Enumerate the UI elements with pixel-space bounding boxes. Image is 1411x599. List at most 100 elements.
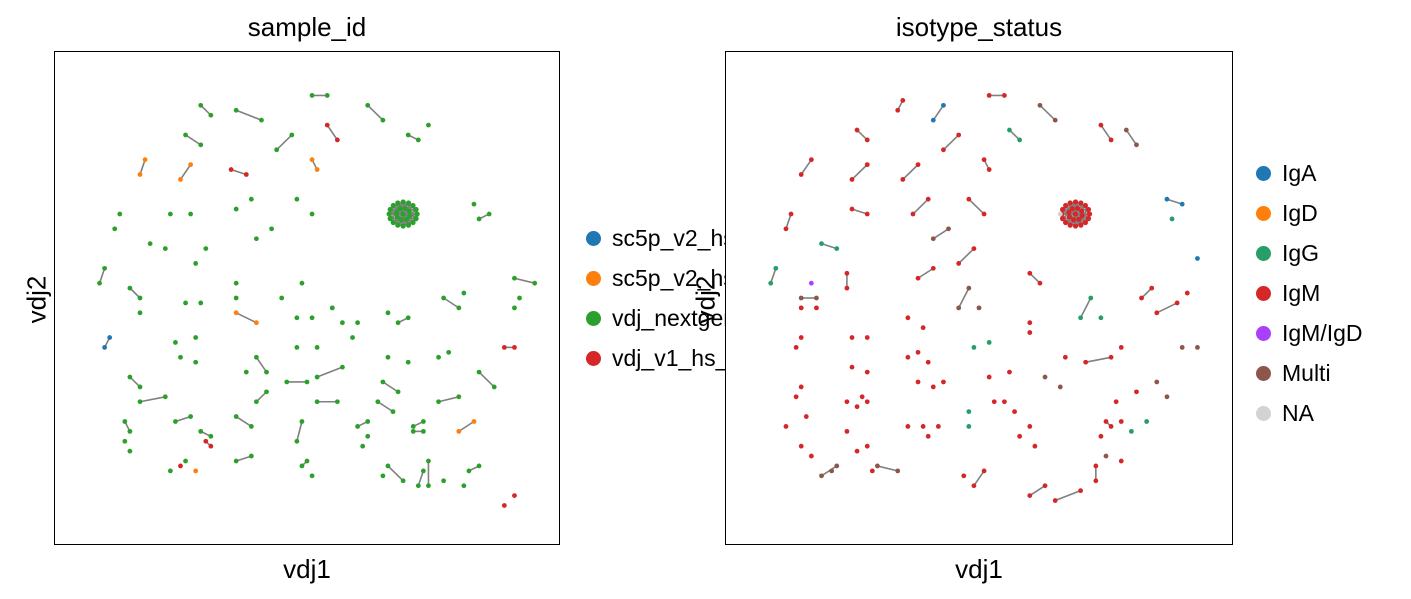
- clone-edge: [438, 396, 459, 403]
- data-point: [385, 463, 391, 469]
- data-point: [304, 379, 310, 385]
- data-point: [1149, 285, 1155, 291]
- data-point: [299, 463, 305, 469]
- legend-isotype-item: IgM: [1256, 280, 1320, 307]
- data-point: [162, 394, 168, 400]
- data-point: [188, 211, 194, 217]
- data-point: [849, 335, 855, 340]
- data-point: [941, 102, 946, 108]
- clone-edge: [1100, 124, 1112, 141]
- data-point: [1027, 493, 1033, 498]
- data-point: [102, 265, 107, 271]
- data-point: [309, 473, 315, 479]
- data-point: [905, 354, 911, 360]
- clone-edge: [255, 356, 268, 373]
- data-point: [420, 419, 426, 424]
- data-point: [1098, 433, 1104, 439]
- data-point: [264, 389, 269, 395]
- data-point: [814, 305, 819, 311]
- data-point: [173, 419, 178, 424]
- data-point: [1123, 127, 1129, 133]
- data-point: [1052, 498, 1058, 503]
- data-point: [1002, 93, 1007, 98]
- cluster-point: [400, 211, 406, 217]
- data-point: [471, 419, 477, 424]
- data-point: [808, 157, 814, 163]
- data-point: [986, 167, 992, 172]
- data-point: [274, 147, 280, 153]
- data-point: [410, 428, 416, 434]
- clone-edge: [958, 248, 975, 264]
- data-point: [1057, 211, 1063, 217]
- cluster-point: [395, 200, 401, 206]
- data-point: [900, 177, 906, 182]
- cluster-edge: [400, 205, 414, 221]
- legend-sample-id-item: sc5p_v2_hs_PBMC_1k: [586, 265, 726, 292]
- cluster-point: [386, 211, 392, 217]
- data-point: [991, 399, 997, 405]
- panel-title-sample-id: sample_id: [247, 12, 367, 42]
- data-point: [426, 483, 431, 489]
- clone-edge: [902, 164, 919, 181]
- data-point: [436, 354, 441, 360]
- clone-edge: [957, 287, 970, 309]
- data-point: [324, 93, 330, 98]
- data-point: [1002, 399, 1007, 405]
- data-point: [773, 265, 779, 271]
- cluster-edge: [1061, 201, 1076, 215]
- clone-edge: [968, 198, 985, 215]
- data-point: [243, 172, 249, 177]
- data-point: [981, 157, 987, 163]
- data-point: [137, 384, 143, 390]
- clone-edge: [296, 421, 303, 442]
- data-point: [1108, 424, 1114, 429]
- clone-edge: [1029, 485, 1046, 497]
- data-point: [314, 374, 320, 380]
- cluster-point: [398, 217, 404, 223]
- data-point: [228, 167, 234, 172]
- legend-label: Multi: [1282, 360, 1331, 386]
- legend-sample-id-item: vdj_v1_hs_pbmc3: [586, 345, 726, 372]
- data-point: [966, 409, 972, 415]
- legend-isotype-item: IgG: [1256, 240, 1319, 267]
- cluster-point: [387, 206, 393, 213]
- clone-edge: [185, 134, 202, 146]
- data-point: [294, 315, 300, 321]
- data-point: [986, 374, 992, 380]
- data-point: [193, 261, 199, 266]
- data-point: [203, 246, 209, 252]
- data-point: [264, 369, 269, 375]
- cluster-point: [1067, 200, 1073, 206]
- legend-isotype-item: IgM/IgD: [1256, 320, 1363, 347]
- data-point: [814, 295, 819, 301]
- cluster-point: [387, 216, 393, 222]
- data-point: [97, 280, 102, 286]
- data-point: [920, 424, 926, 429]
- data-point: [1012, 409, 1017, 415]
- cluster-point: [1082, 202, 1089, 209]
- data-point: [193, 359, 199, 365]
- data-point: [986, 93, 992, 98]
- data-point: [385, 310, 391, 316]
- data-point: [441, 295, 447, 301]
- data-point: [971, 345, 977, 350]
- legend-marker: [1256, 166, 1271, 181]
- cluster-point: [1066, 214, 1072, 220]
- data-point: [512, 345, 517, 350]
- data-point: [798, 443, 804, 449]
- cluster-point: [390, 202, 396, 209]
- data-point: [930, 384, 936, 390]
- clone-edge: [316, 366, 343, 378]
- data-point: [127, 448, 133, 454]
- legend-label: sc5p_v2_hs_PBMC_10k: [612, 225, 726, 251]
- data-point: [1118, 345, 1124, 350]
- cluster-point: [414, 211, 420, 217]
- clone-edge: [821, 242, 838, 250]
- data-point: [456, 394, 462, 400]
- data-point: [1184, 290, 1190, 296]
- data-point: [147, 241, 153, 247]
- cluster-point: [1063, 202, 1069, 209]
- data-point: [254, 320, 259, 326]
- data-point: [834, 246, 840, 252]
- data-point: [426, 122, 431, 128]
